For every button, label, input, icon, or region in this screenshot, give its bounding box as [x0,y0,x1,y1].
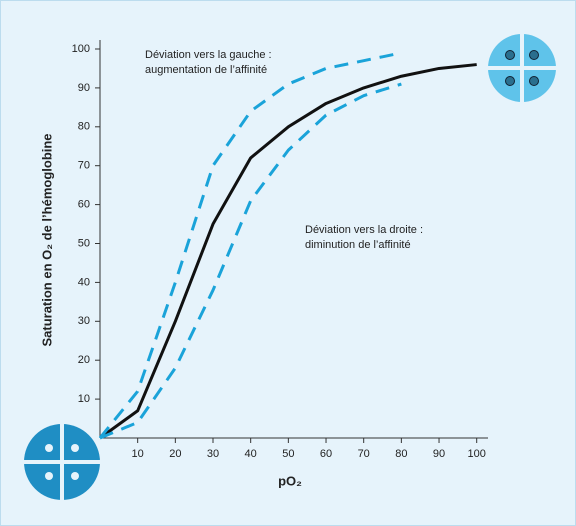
y-tick-label: 70 [78,160,90,172]
y-tick-label: 60 [78,199,90,211]
hemoglobin-icon [24,424,100,500]
x-axis-label: pO₂ [278,473,302,488]
y-tick-label: 80 [78,121,90,133]
x-tick-label: 10 [132,448,144,460]
annotation: diminution de l’affinité [305,239,411,251]
y-tick-label: 90 [78,82,90,94]
x-tick-label: 20 [169,448,181,460]
x-tick-label: 30 [207,448,219,460]
x-tick-label: 100 [468,448,486,460]
y-tick-label: 30 [78,315,90,327]
hemoglobin-icon [488,34,556,102]
y-tick-label: 50 [78,237,90,249]
y-tick-label: 10 [78,393,90,405]
chart: pO₂ Saturation en O₂ de l’hémoglobine Dé… [0,0,576,526]
x-tick-label: 50 [282,448,294,460]
y-tick-label: 40 [78,276,90,288]
y-tick-label: 20 [78,354,90,366]
x-tick-label: 70 [358,448,370,460]
annotation: Déviation vers la gauche : [145,49,272,61]
x-tick-label: 60 [320,448,332,460]
x-tick-label: 90 [433,448,445,460]
annotation: Déviation vers la droite : [305,224,423,236]
y-tick-label: 100 [72,43,90,55]
x-tick-label: 40 [245,448,257,460]
y-axis-label: Saturation en O₂ de l’hémoglobine [39,133,54,346]
annotation: augmentation de l’affinité [145,64,267,76]
x-tick-label: 80 [395,448,407,460]
